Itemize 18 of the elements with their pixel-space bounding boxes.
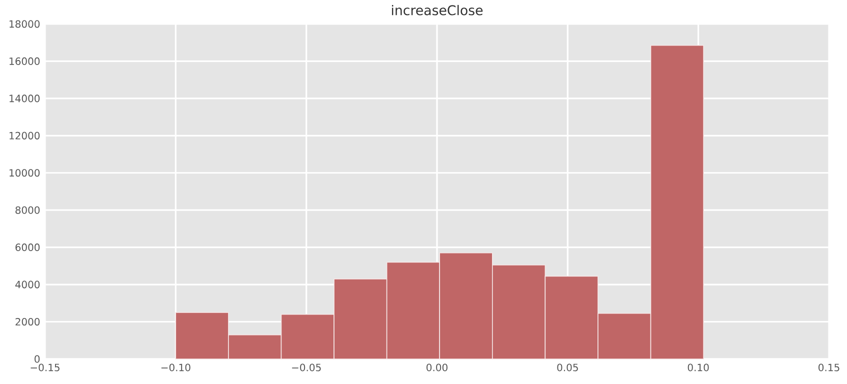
y-tick-label: 16000: [10, 57, 40, 65]
y-tick-label: 4000: [15, 280, 40, 288]
y-tick-label: 14000: [10, 94, 40, 102]
y-tick-label: 8000: [16, 206, 40, 214]
x-tick-label: −0.10: [161, 364, 190, 372]
y-tick-label: 10000: [10, 169, 40, 177]
y-tick-label: 0: [34, 355, 40, 363]
x-tick-label: −0.15: [30, 364, 60, 372]
y-tick-label: 12000: [10, 132, 40, 140]
x-tick-label: 0.10: [688, 364, 709, 372]
x-tick-label: 0.15: [818, 364, 840, 372]
chart-title: increaseClose: [392, 4, 483, 16]
y-tick-label: 2000: [16, 318, 40, 326]
y-tick-label: 6000: [16, 244, 40, 252]
x-tick-label: 0.00: [426, 364, 448, 372]
y-tick-label: 18000: [10, 20, 40, 28]
x-tick-label: −0.05: [292, 364, 321, 372]
x-tick-label: 0.05: [557, 364, 578, 372]
